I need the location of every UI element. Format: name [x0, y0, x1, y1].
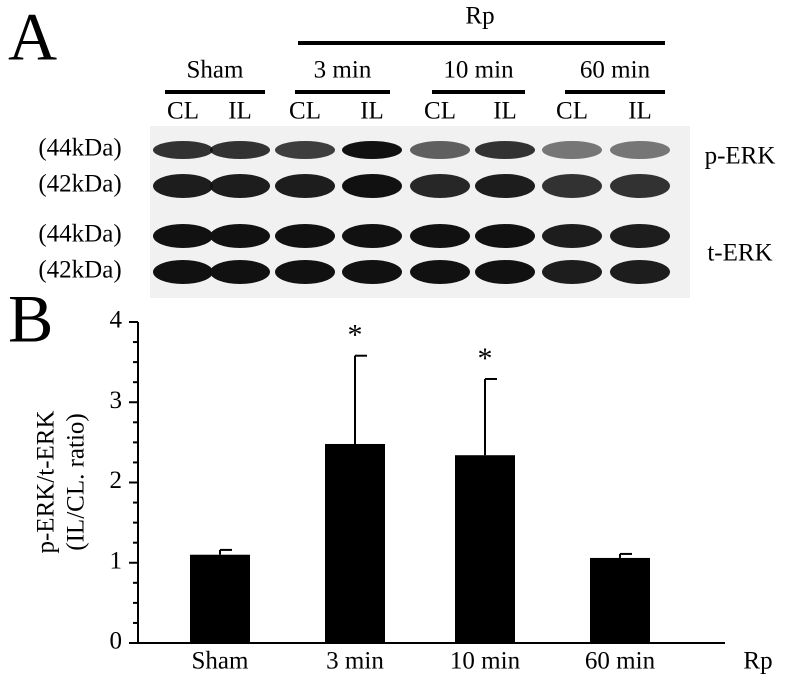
condition-label: Sham	[187, 57, 245, 84]
band	[275, 141, 335, 159]
band	[542, 224, 602, 248]
band	[610, 141, 670, 159]
band	[475, 260, 535, 284]
condition-label: 3 min	[314, 57, 372, 84]
y-tick-label: 4	[110, 307, 123, 334]
band	[410, 141, 470, 159]
band-size-label: (44kDa)	[38, 221, 121, 248]
band	[610, 260, 670, 284]
band	[153, 224, 213, 248]
band-size-label: (44kDa)	[38, 135, 121, 162]
band	[275, 260, 335, 284]
band	[153, 174, 213, 198]
lane-label: IL	[628, 98, 652, 125]
band	[542, 260, 602, 284]
band-size-label: (42kDa)	[38, 171, 121, 198]
band	[153, 141, 213, 159]
lane-label: IL	[493, 98, 517, 125]
bar	[325, 443, 385, 643]
band	[275, 224, 335, 248]
band	[210, 174, 270, 198]
y-axis-label: (IL/CL. ratio)	[63, 413, 90, 550]
band	[153, 260, 213, 284]
band	[342, 141, 402, 159]
band	[410, 260, 470, 284]
band	[475, 224, 535, 248]
x-tick-label: 60 min	[585, 648, 656, 675]
band-size-label: (42kDa)	[38, 257, 121, 284]
band	[275, 174, 335, 198]
band	[475, 174, 535, 198]
y-tick-label: 0	[110, 628, 123, 655]
x-tick-label: 3 min	[326, 648, 384, 675]
y-tick-label: 1	[110, 547, 123, 574]
band	[410, 174, 470, 198]
band	[542, 141, 602, 159]
lane-label: IL	[360, 98, 384, 125]
x-tick-label: 10 min	[450, 648, 521, 675]
band	[210, 141, 270, 159]
band	[610, 174, 670, 198]
band	[410, 224, 470, 248]
x-tick-label: Sham	[192, 648, 250, 675]
band	[342, 224, 402, 248]
bar	[190, 554, 250, 643]
lane-label: CL	[167, 98, 199, 125]
band	[542, 174, 602, 198]
band	[475, 141, 535, 159]
band	[610, 224, 670, 248]
bar	[590, 557, 650, 643]
bar	[455, 455, 515, 643]
significance-label: *	[348, 319, 363, 352]
panel-b-label: B	[8, 281, 53, 357]
lane-label: IL	[228, 98, 252, 125]
band	[210, 260, 270, 284]
y-tick-label: 3	[110, 387, 123, 414]
blot-label: p-ERK	[705, 143, 776, 170]
blot	[153, 141, 670, 284]
x-axis-label: Rp	[743, 648, 772, 675]
blot-label: t-ERK	[707, 240, 772, 267]
panel-a-label: A	[8, 0, 57, 75]
lane-label: CL	[556, 98, 588, 125]
y-axis-label: p-ERK/t-ERK	[33, 410, 60, 553]
condition-label: 10 min	[443, 57, 514, 84]
band	[342, 174, 402, 198]
y-tick-label: 2	[110, 467, 123, 494]
group-label: Rp	[465, 3, 494, 30]
lane-label: CL	[424, 98, 456, 125]
lane-label: CL	[289, 98, 321, 125]
band	[210, 224, 270, 248]
significance-label: *	[478, 342, 493, 375]
condition-label: 60 min	[580, 57, 651, 84]
band	[342, 260, 402, 284]
